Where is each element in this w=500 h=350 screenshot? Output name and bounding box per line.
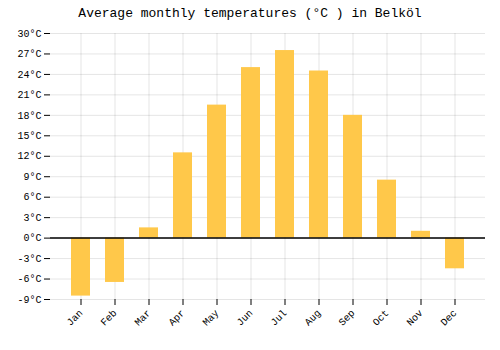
svg-text:15°C: 15°C xyxy=(17,131,41,142)
svg-text:Jul: Jul xyxy=(269,308,290,329)
svg-text:30°C: 30°C xyxy=(17,29,41,40)
svg-text:12°C: 12°C xyxy=(17,151,41,162)
svg-text:21°C: 21°C xyxy=(17,90,41,101)
svg-text:May: May xyxy=(201,308,222,329)
html-text:Average monthly temperatures (: Average monthly temperatures (°C ) in Be… xyxy=(78,6,422,21)
svg-text:6°C: 6°C xyxy=(23,192,41,203)
svg-text:Feb: Feb xyxy=(99,308,120,329)
svg-text:Jun: Jun xyxy=(235,308,256,329)
svg-text:Oct: Oct xyxy=(371,308,392,329)
svg-text:Apr: Apr xyxy=(167,308,188,329)
svg-text:-6°C: -6°C xyxy=(17,274,41,285)
svg-text:9°C: 9°C xyxy=(23,172,41,183)
svg-text:Nov: Nov xyxy=(405,308,426,329)
svg-text:24°C: 24°C xyxy=(17,70,41,81)
svg-text:Aug: Aug xyxy=(303,308,324,329)
svg-text:-9°C: -9°C xyxy=(17,295,41,306)
svg-text:3°C: 3°C xyxy=(23,213,41,224)
svg-text:0°C: 0°C xyxy=(23,233,41,244)
svg-text:18°C: 18°C xyxy=(17,111,41,122)
svg-text:Dec: Dec xyxy=(439,308,460,329)
svg-text:Sep: Sep xyxy=(337,308,358,329)
svg-text:-3°C: -3°C xyxy=(17,254,41,265)
svg-text:Mar: Mar xyxy=(133,308,154,329)
svg-text:27°C: 27°C xyxy=(17,49,41,60)
svg-text:Jan: Jan xyxy=(65,308,86,329)
